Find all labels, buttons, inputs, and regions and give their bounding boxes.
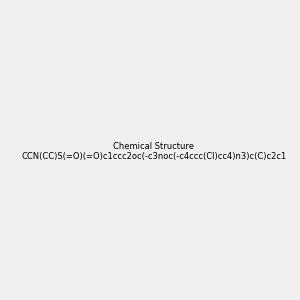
Text: Chemical Structure
CCN(CC)S(=O)(=O)c1ccc2oc(-c3noc(-c4ccc(Cl)cc4)n3)c(C)c2c1: Chemical Structure CCN(CC)S(=O)(=O)c1ccc… <box>21 142 286 161</box>
